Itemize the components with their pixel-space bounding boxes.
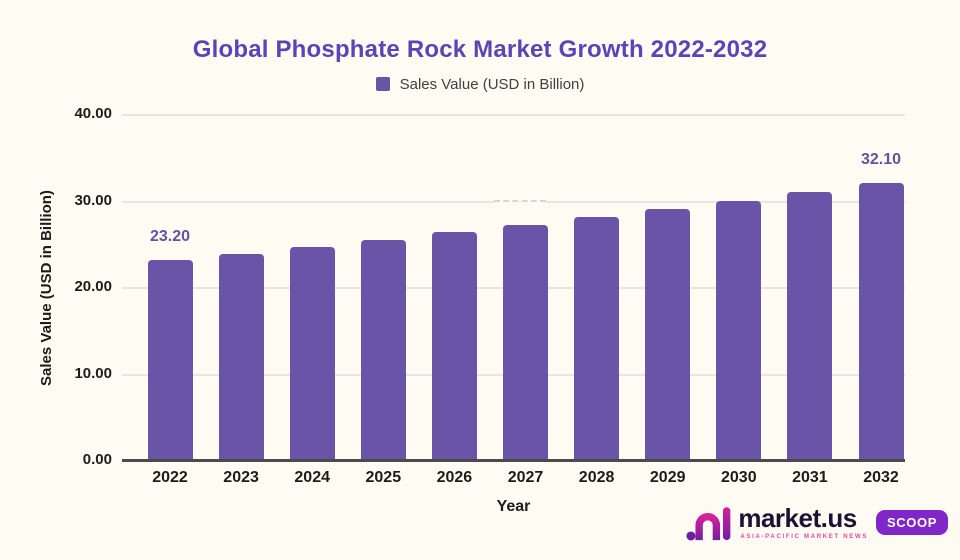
bar-2022: [147, 260, 193, 461]
bar-2024: [289, 246, 335, 461]
x-tick-label: 2026: [436, 469, 473, 486]
y-tick-label: 0.00: [82, 451, 112, 468]
x-tick-label: 2031: [792, 469, 828, 486]
gridline-40.00: [122, 114, 905, 116]
legend-label: Sales Value (USD in Billion): [399, 75, 585, 93]
marketus-logo-icon: [686, 507, 731, 541]
x-axis-title: Year: [496, 498, 531, 515]
scoop-badge: SCOOP: [876, 509, 948, 535]
bar-2027: [503, 224, 548, 461]
bar-2025: [360, 239, 406, 461]
y-tick-label: 10.00: [74, 364, 112, 382]
x-tick-label: 2024: [294, 469, 330, 486]
gridline-dashed-artifact: [494, 200, 546, 204]
legend-swatch-icon: [375, 77, 390, 91]
footer-logo: market.us ASIA-PACIFIC MARKET NEWS SCOOP: [686, 496, 948, 548]
brand-block: market.us ASIA-PACIFIC MARKET NEWS: [738, 504, 868, 540]
chart-title: Global Phosphate Rock Market Growth 2022…: [192, 36, 768, 63]
legend: Sales Value (USD in Billion): [0, 74, 960, 94]
x-tick-label: 2022: [152, 469, 188, 486]
bar-2023: [218, 253, 264, 461]
bar-2030: [716, 200, 762, 461]
x-tick-label: 2027: [507, 469, 544, 486]
x-tick-label: 2029: [649, 469, 686, 486]
bar-value-label: 23.20: [149, 228, 191, 246]
bar-2031: [787, 192, 833, 461]
x-tick-label: 2030: [721, 469, 757, 486]
x-tick-label: 2032: [863, 469, 899, 486]
x-tick-label: 2025: [365, 469, 402, 486]
bar-2029: [645, 209, 691, 461]
brand-name: market.us: [738, 503, 857, 533]
x-tick-label: 2028: [578, 469, 615, 486]
bar-2032: [858, 183, 904, 461]
x-tick-label: 2023: [223, 469, 259, 486]
y-tick-label: 40.00: [74, 105, 112, 122]
y-tick-label: 20.00: [74, 278, 112, 295]
bar-2028: [574, 217, 620, 461]
brand-tagline: ASIA-PACIFIC MARKET NEWS: [740, 534, 869, 540]
x-axis-baseline: [122, 459, 905, 462]
bar-2026: [431, 232, 477, 461]
y-tick-label: 30.00: [74, 191, 112, 209]
bar-value-label: 32.10: [860, 151, 902, 169]
